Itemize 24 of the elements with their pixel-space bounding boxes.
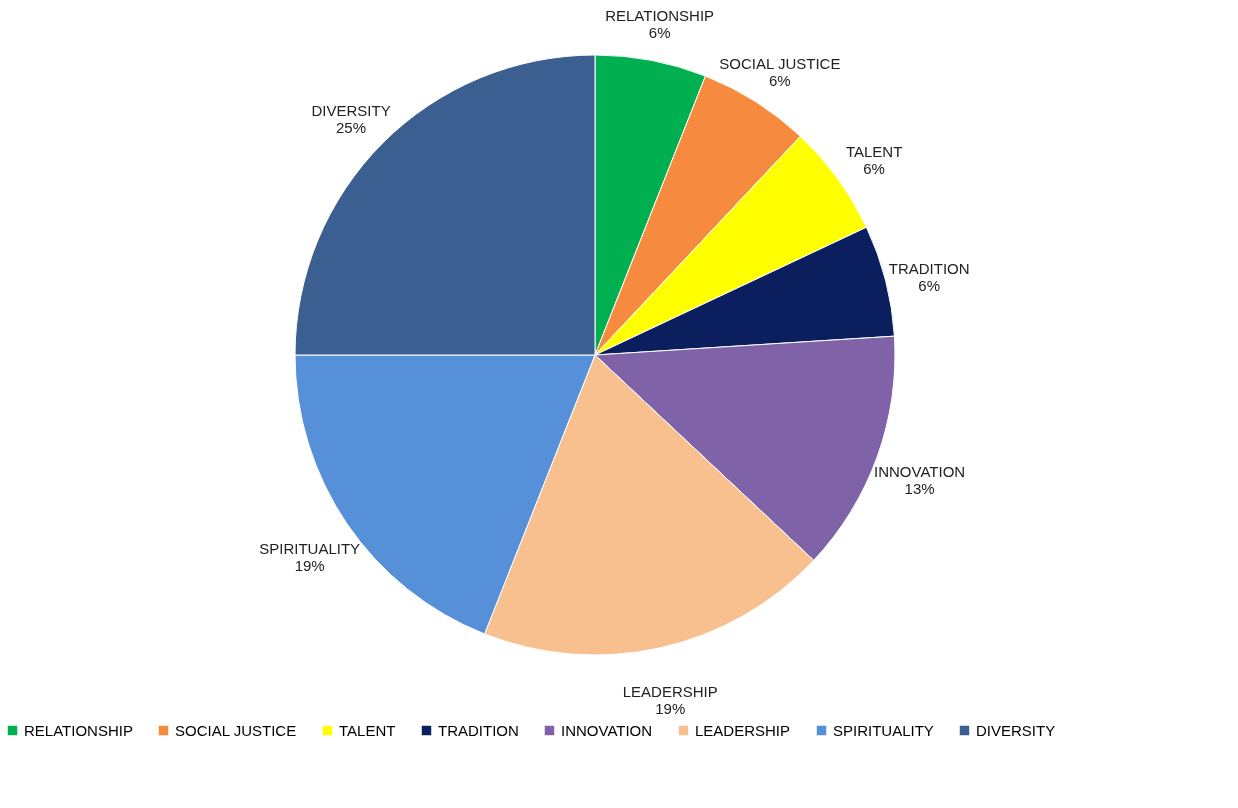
data-label: 6%: [648, 24, 671, 42]
data-label: 6%: [918, 277, 940, 295]
slice-label: SOCIAL JUSTICE: [719, 54, 841, 72]
data-label: 25%: [336, 119, 367, 137]
data-label: 19%: [655, 699, 686, 717]
slice-label: TALENT: [845, 143, 903, 161]
data-label: 13%: [904, 479, 935, 497]
slice-label: DIVERSITY: [311, 102, 391, 120]
slice-label: LEADERSHIP: [622, 682, 718, 700]
legend-label: DIVERSITY: [976, 721, 1056, 739]
slice-label: TRADITION: [888, 260, 970, 278]
slice-label: SPIRITUALITY: [259, 539, 361, 557]
data-label: 6%: [863, 160, 885, 178]
legend-label: TALENT: [339, 721, 396, 739]
data-label: 19%: [294, 556, 325, 574]
legend-label: SPIRITUALITY: [833, 721, 934, 739]
legend-label: TRADITION: [438, 721, 519, 739]
slice-label: INNOVATION: [874, 462, 966, 480]
data-label: 6%: [769, 71, 791, 89]
legend-label: RELATIONSHIP: [24, 721, 133, 739]
legend-label: SOCIAL JUSTICE: [175, 721, 297, 739]
slice-label: RELATIONSHIP: [605, 7, 715, 25]
legend-label: INNOVATION: [561, 721, 653, 739]
legend-label: LEADERSHIP: [695, 721, 791, 739]
